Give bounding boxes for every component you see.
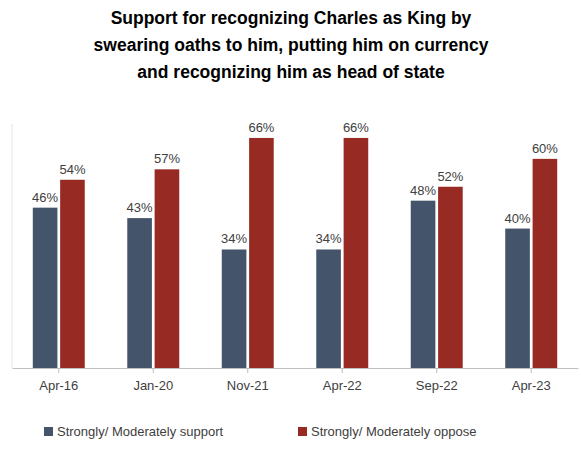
tick-label: Sep-22 bbox=[416, 378, 458, 393]
title: Support for recognizing Charles as King … bbox=[94, 8, 489, 82]
data-labels: 46% 43% 34% 34% 48% 40% 54% 57% 66% 66% 52% 60% bbox=[32, 120, 558, 247]
data-label: 57% bbox=[154, 151, 180, 166]
tick-label: Apr-22 bbox=[323, 378, 362, 393]
tick-label: Apr-16 bbox=[39, 378, 78, 393]
legend-label: Strongly/ Moderately support bbox=[57, 424, 224, 439]
data-label: 43% bbox=[127, 200, 153, 215]
tick-mark bbox=[531, 368, 532, 373]
data-label: 54% bbox=[59, 162, 85, 177]
x-axis: Apr-16 Jan-20 Nov-21 Apr-22 Sep-22 Apr-23 bbox=[13, 368, 579, 393]
data-label: 60% bbox=[532, 141, 558, 156]
tick: Sep-22 bbox=[416, 368, 458, 393]
tick-mark bbox=[342, 368, 343, 373]
data-label: 34% bbox=[316, 231, 342, 246]
bar bbox=[344, 138, 369, 368]
y-axis-line bbox=[12, 124, 13, 368]
tick: Nov-21 bbox=[227, 368, 269, 393]
bar bbox=[155, 169, 180, 368]
data-label: 52% bbox=[437, 169, 463, 184]
legend: Strongly/ Moderately support Strongly/ Mo… bbox=[44, 424, 476, 439]
bar bbox=[60, 180, 85, 368]
data-label: 40% bbox=[505, 211, 531, 226]
bars bbox=[33, 138, 557, 368]
bar bbox=[533, 159, 558, 368]
bar bbox=[127, 218, 152, 368]
bar bbox=[411, 201, 436, 368]
data-label: 66% bbox=[248, 120, 274, 135]
tick: Apr-23 bbox=[512, 368, 551, 393]
tick: Jan-20 bbox=[133, 368, 173, 393]
bar bbox=[316, 249, 341, 368]
tick-mark bbox=[436, 368, 437, 373]
x-axis-line bbox=[13, 368, 579, 369]
legend-swatch bbox=[44, 427, 53, 436]
data-label: 66% bbox=[343, 120, 369, 135]
legend-label: Strongly/ Moderately oppose bbox=[311, 424, 476, 439]
chart: Support for recognizing Charles as King … bbox=[0, 0, 582, 462]
bar bbox=[438, 187, 463, 368]
data-label: 46% bbox=[32, 190, 58, 205]
legend-swatch bbox=[298, 427, 307, 436]
tick-label: Apr-23 bbox=[512, 378, 551, 393]
tick-mark bbox=[58, 368, 59, 373]
data-label: 34% bbox=[221, 231, 247, 246]
tick-mark bbox=[153, 368, 154, 373]
bar bbox=[249, 138, 274, 368]
tick-label: Nov-21 bbox=[227, 378, 269, 393]
tick-label: Jan-20 bbox=[133, 378, 173, 393]
bar bbox=[222, 249, 247, 368]
tick-mark bbox=[247, 368, 248, 373]
tick: Apr-16 bbox=[39, 368, 78, 393]
bar bbox=[33, 208, 58, 368]
tick: Apr-22 bbox=[323, 368, 362, 393]
bar bbox=[505, 229, 530, 368]
data-label: 48% bbox=[410, 183, 436, 198]
